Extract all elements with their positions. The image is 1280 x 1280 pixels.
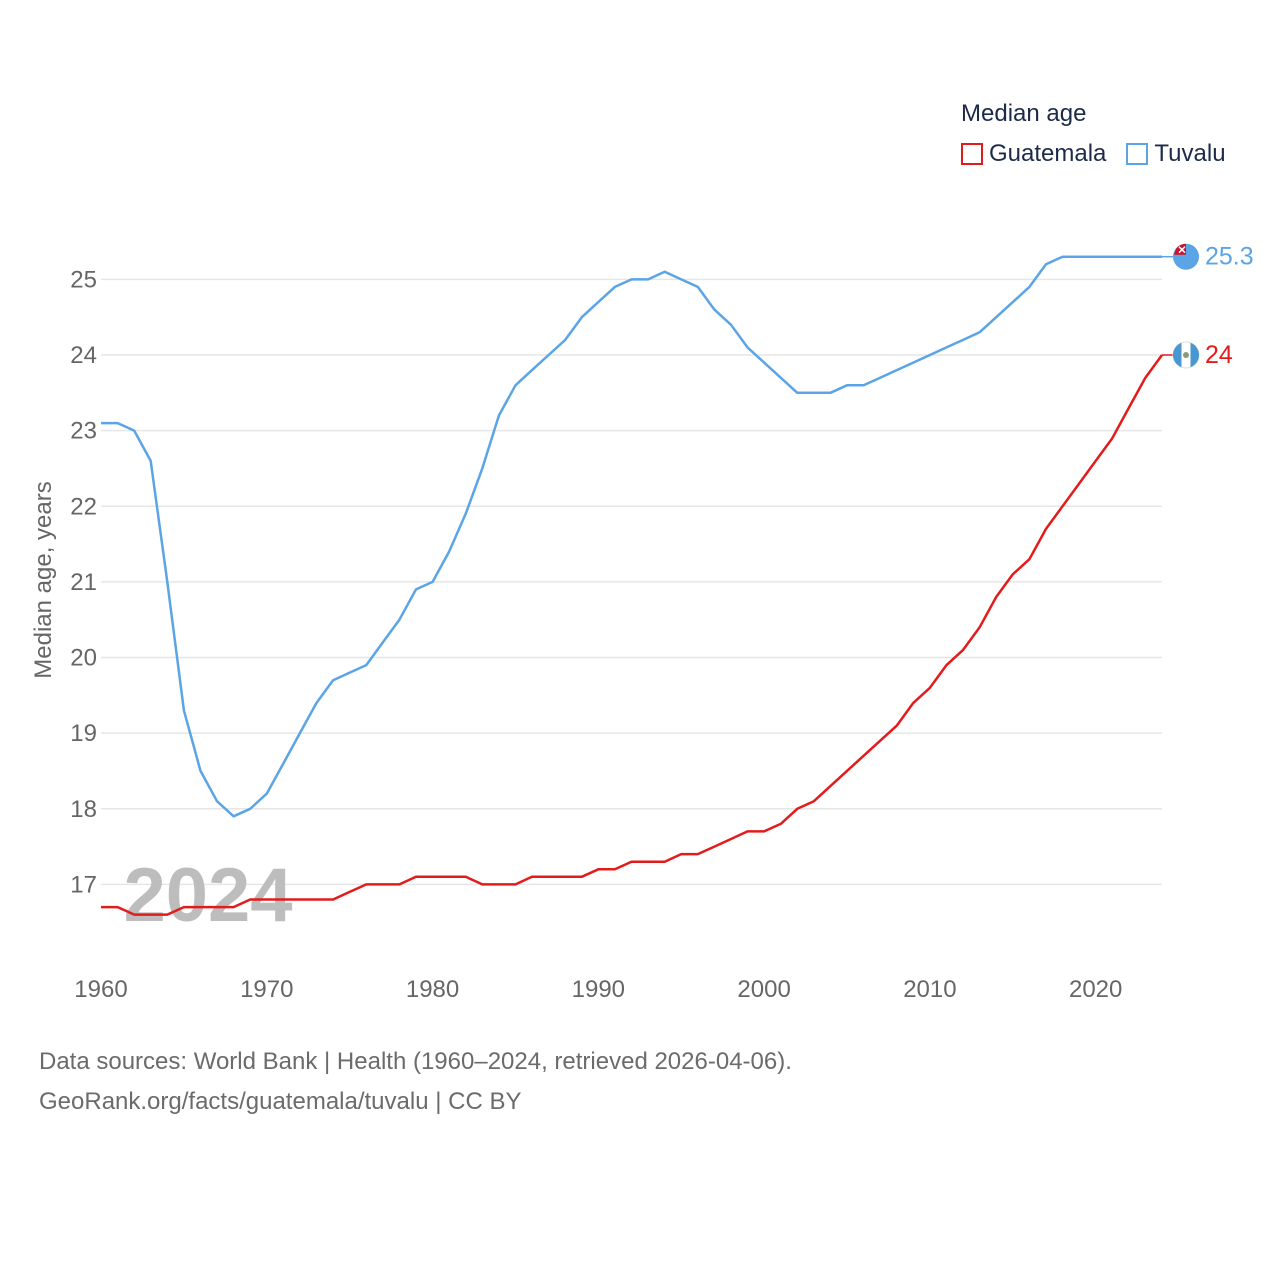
data-sources-text: Data sources: World Bank | Health (1960–… [39, 1048, 792, 1075]
y-tick-label-23: 23 [70, 418, 97, 445]
y-tick-label-21: 21 [70, 569, 97, 596]
y-tick-label-25: 25 [70, 266, 97, 293]
series-line-guatemala[interactable] [101, 354, 1164, 916]
legend-title: Median age [961, 100, 1087, 127]
x-tick-label-1980: 1980 [406, 976, 459, 1003]
x-axis-ticks: 1960 1970 1980 1990 2000 2010 2020 [74, 976, 1122, 1003]
x-tick-label-1970: 1970 [240, 976, 293, 1003]
legend-item-tuvalu[interactable]: Tuvalu [1126, 140, 1226, 168]
series-lines [101, 255, 1164, 916]
year-watermark: 2024 [123, 853, 292, 938]
y-tick-label-17: 17 [70, 871, 97, 898]
source-link[interactable]: GeoRank.org/facts/guatemala/tuvalu | CC … [39, 1088, 522, 1115]
flag-marker-tuvalu [1173, 243, 1199, 270]
x-tick-label-2020: 2020 [1069, 976, 1122, 1003]
end-label-tuvalu: 25.3 [1205, 243, 1254, 271]
legend-item-guatemala[interactable]: Guatemala [961, 140, 1106, 168]
series-end-markers: 24 25.3 [1162, 243, 1254, 369]
y-tick-label-18: 18 [70, 796, 97, 823]
legend-label-guatemala: Guatemala [989, 140, 1107, 167]
x-tick-label-1990: 1990 [572, 976, 625, 1003]
y-tick-label-24: 24 [70, 342, 97, 369]
x-tick-label-2000: 2000 [737, 976, 790, 1003]
y-axis-title: Median age, years [30, 481, 57, 678]
legend: Median age Guatemala Tuvalu [961, 100, 1226, 168]
gridlines [101, 278, 1162, 886]
y-tick-label-20: 20 [70, 645, 97, 672]
y-tick-label-19: 19 [70, 720, 97, 747]
end-label-guatemala: 24 [1205, 341, 1233, 369]
y-axis-ticks: 17 18 19 20 21 22 23 24 25 [70, 266, 97, 898]
series-line-tuvalu[interactable] [101, 255, 1162, 818]
x-tick-label-1960: 1960 [74, 976, 127, 1003]
x-tick-label-2010: 2010 [903, 976, 956, 1003]
footer: Data sources: World Bank | Health (1960–… [39, 1042, 792, 1122]
flag-marker-guatemala [1172, 341, 1200, 369]
y-tick-label-22: 22 [70, 493, 97, 520]
legend-swatch-guatemala [961, 143, 983, 165]
legend-label-tuvalu: Tuvalu [1154, 140, 1226, 167]
legend-swatch-tuvalu [1126, 143, 1149, 165]
